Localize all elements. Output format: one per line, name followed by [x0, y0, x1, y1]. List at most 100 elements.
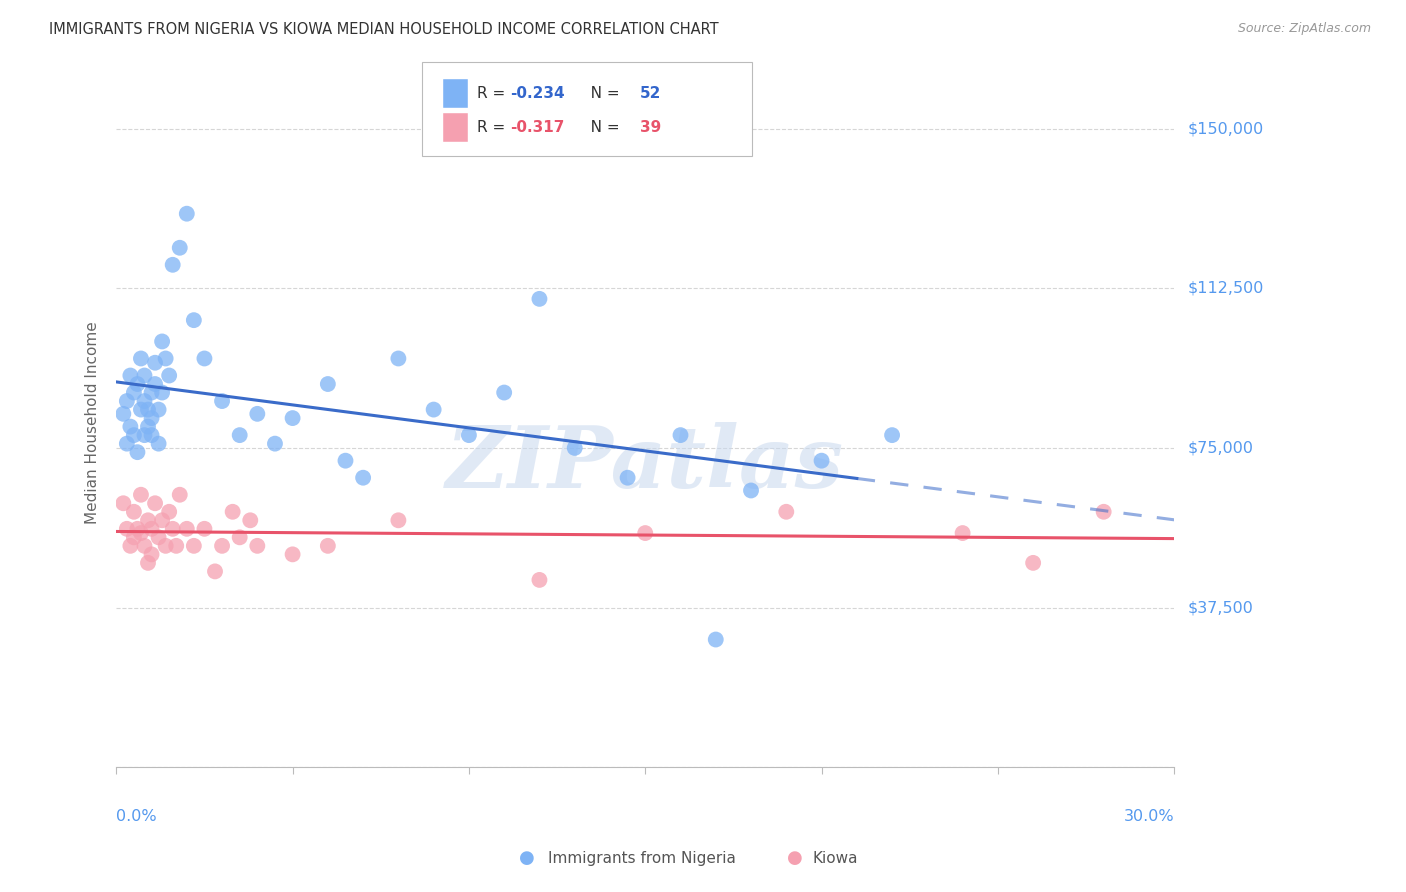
Point [148, 436, 170, 450]
Point [155, 351, 177, 366]
Point [775, 505, 797, 519]
Point [115, 522, 138, 536]
Point [143, 356, 166, 370]
Point [127, 522, 149, 536]
Text: $75,000: $75,000 [1188, 441, 1254, 456]
Point [155, 539, 177, 553]
Point [136, 419, 159, 434]
Point [141, 385, 163, 400]
Point [239, 513, 262, 527]
Point [211, 539, 233, 553]
Point [352, 471, 374, 485]
Point [494, 385, 516, 400]
Point [529, 292, 551, 306]
Point [162, 258, 184, 272]
Point [150, 385, 173, 400]
Point [211, 394, 233, 409]
Text: 0.0%: 0.0% [117, 809, 157, 823]
Point [112, 496, 135, 510]
Point [183, 539, 205, 553]
Text: 52: 52 [640, 87, 661, 101]
Point [169, 488, 191, 502]
Point [157, 368, 180, 383]
Point [422, 402, 444, 417]
Point [136, 402, 159, 417]
Point [529, 573, 551, 587]
Text: $150,000: $150,000 [1188, 121, 1264, 136]
Point [183, 313, 205, 327]
Point [193, 522, 215, 536]
Point [634, 526, 657, 541]
Point [169, 241, 191, 255]
Point [740, 483, 762, 498]
Point [616, 471, 638, 485]
Y-axis label: Median Household Income: Median Household Income [86, 321, 100, 524]
Point [387, 513, 409, 527]
Point [1022, 556, 1045, 570]
Point [141, 411, 163, 425]
Point [122, 505, 145, 519]
Point [134, 394, 156, 409]
Text: N =: N = [576, 87, 624, 101]
Point [134, 368, 156, 383]
Point [122, 385, 145, 400]
Point [176, 522, 198, 536]
Text: Source: ZipAtlas.com: Source: ZipAtlas.com [1237, 22, 1371, 36]
Point [122, 428, 145, 442]
Point [122, 530, 145, 544]
Point [810, 453, 832, 467]
Text: IMMIGRANTS FROM NIGERIA VS KIOWA MEDIAN HOUSEHOLD INCOME CORRELATION CHART: IMMIGRANTS FROM NIGERIA VS KIOWA MEDIAN … [49, 22, 718, 37]
Point [150, 334, 173, 349]
Text: ●: ● [519, 849, 536, 867]
Point [704, 632, 727, 647]
Text: ZIPatlas: ZIPatlas [446, 422, 844, 506]
Point [115, 394, 138, 409]
Point [221, 505, 243, 519]
Point [134, 539, 156, 553]
Point [316, 377, 339, 392]
Point [141, 547, 163, 561]
Point [335, 453, 357, 467]
Point [165, 539, 187, 553]
Point [129, 488, 152, 502]
Point [176, 207, 198, 221]
Point [246, 539, 269, 553]
Point [669, 428, 692, 442]
Point [148, 530, 170, 544]
Point [281, 547, 304, 561]
Text: $37,500: $37,500 [1188, 600, 1254, 615]
Text: -0.317: -0.317 [510, 120, 565, 135]
Point [157, 505, 180, 519]
Point [129, 351, 152, 366]
Point [246, 407, 269, 421]
Point [136, 556, 159, 570]
Point [143, 377, 166, 392]
Point [281, 411, 304, 425]
Text: Kiowa: Kiowa [813, 851, 858, 865]
Point [127, 377, 149, 392]
Point [228, 428, 250, 442]
Point [316, 539, 339, 553]
Text: R =: R = [477, 120, 510, 135]
Point [143, 496, 166, 510]
Point [129, 402, 152, 417]
Point [141, 428, 163, 442]
Point [564, 441, 586, 455]
Point [127, 445, 149, 459]
Point [112, 407, 135, 421]
Text: ●: ● [786, 849, 803, 867]
Point [387, 351, 409, 366]
Point [458, 428, 481, 442]
Point [120, 539, 142, 553]
Point [162, 522, 184, 536]
Text: 39: 39 [640, 120, 661, 135]
Point [952, 526, 974, 541]
Text: R =: R = [477, 87, 510, 101]
Point [129, 526, 152, 541]
Point [150, 513, 173, 527]
Point [1092, 505, 1115, 519]
Point [880, 428, 903, 442]
Text: N =: N = [576, 120, 624, 135]
Point [204, 565, 226, 579]
Point [115, 436, 138, 450]
